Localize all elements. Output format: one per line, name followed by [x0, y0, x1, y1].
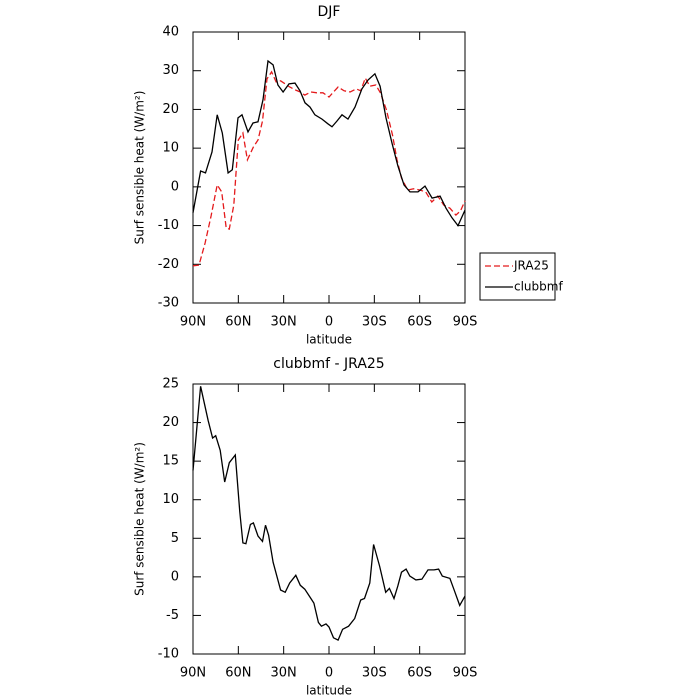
- legend-box: [479, 252, 556, 301]
- x-tick-label: 30N: [271, 315, 297, 330]
- x-tick-label: 0: [325, 315, 333, 330]
- x-tick-label: 30N: [271, 666, 297, 681]
- y-tick-label: 0: [171, 179, 179, 194]
- chart-title: DJF: [318, 4, 341, 20]
- y-tick-label: -10: [158, 218, 179, 233]
- data-line: [192, 70, 466, 267]
- x-tick-label: 30S: [362, 315, 387, 330]
- y-tick-label: 25: [162, 377, 179, 392]
- y-tick-label: 0: [171, 569, 179, 584]
- x-tick-label: 90S: [453, 666, 478, 681]
- y-tick-label: 15: [162, 454, 179, 469]
- legend-label: JRA25: [513, 259, 549, 273]
- x-tick-label: 60S: [407, 666, 432, 681]
- plot-frame: [192, 383, 466, 655]
- x-axis-label: latitude: [306, 333, 352, 347]
- x-tick-label: 90N: [180, 666, 206, 681]
- y-tick-label: 10: [162, 492, 179, 507]
- x-tick-label: 0: [325, 666, 333, 681]
- y-tick-label: 10: [162, 141, 179, 156]
- data-line: [192, 59, 466, 227]
- data-line: [192, 386, 466, 641]
- y-tick-label: -5: [166, 608, 179, 623]
- chart-title: clubbmf - JRA25: [273, 356, 384, 372]
- y-tick-label: 5: [171, 531, 179, 546]
- x-tick-label: 60N: [225, 666, 251, 681]
- x-axis-label: latitude: [306, 684, 352, 698]
- y-axis-label: Surf sensible heat (W/m²): [133, 91, 147, 245]
- x-tick-label: 90S: [453, 315, 478, 330]
- y-tick-label: 30: [162, 63, 179, 78]
- plot-frame: [192, 31, 466, 304]
- x-tick-label: 90N: [180, 315, 206, 330]
- x-tick-label: 60S: [407, 315, 432, 330]
- y-tick-label: -10: [158, 647, 179, 662]
- y-tick-label: -20: [158, 257, 179, 272]
- y-tick-label: 40: [162, 25, 179, 40]
- x-tick-label: 30S: [362, 666, 387, 681]
- y-tick-label: 20: [162, 102, 179, 117]
- y-tick-label: -30: [158, 296, 179, 311]
- y-tick-label: 20: [162, 415, 179, 430]
- x-tick-label: 60N: [225, 315, 251, 330]
- y-axis-label: Surf sensible heat (W/m²): [133, 442, 147, 596]
- legend-label: clubbmf: [514, 280, 563, 294]
